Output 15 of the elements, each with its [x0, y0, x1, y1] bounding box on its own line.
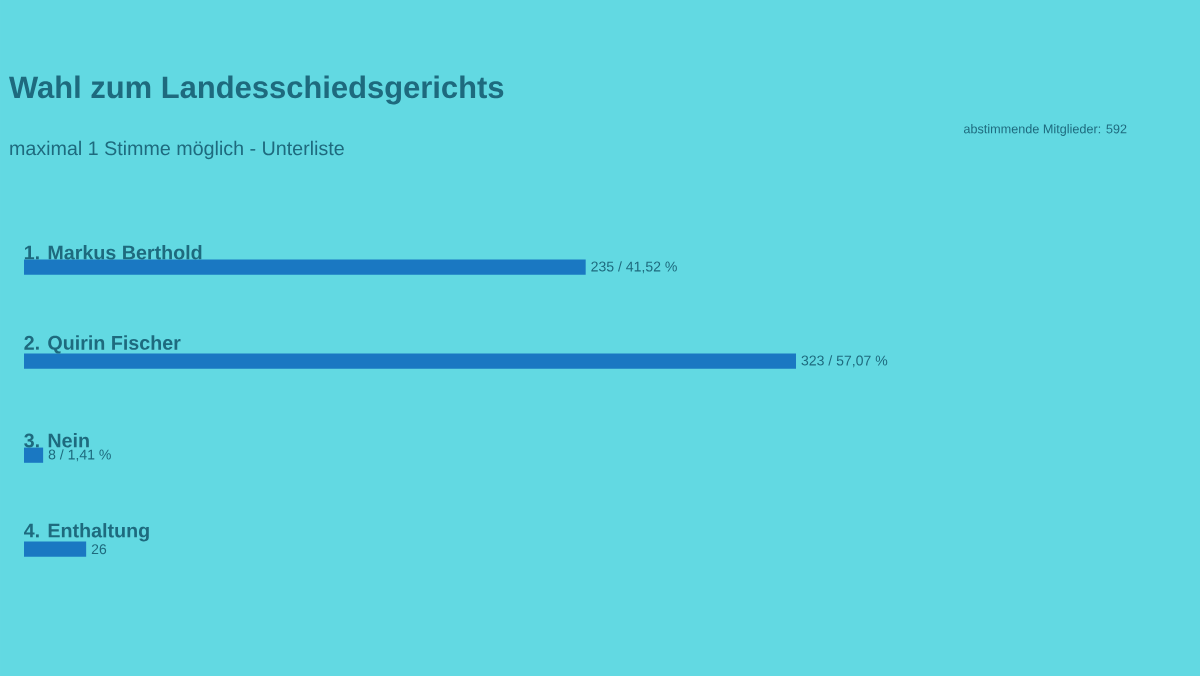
y-tick-label: 1. Markus Berthold	[24, 245, 202, 260]
bar	[24, 447, 44, 463]
data-label: 235 / 41,52 %	[591, 261, 677, 274]
text: abstimmende Mitglieder: 592	[963, 124, 1127, 136]
chart-subtitle: maximal 1 Stimme möglich - Unterliste	[10, 140, 344, 160]
bar	[24, 541, 87, 557]
bar	[24, 353, 797, 369]
data-label: 26	[91, 544, 107, 555]
bar	[24, 259, 586, 275]
data-label: 8 / 1,41 %	[48, 449, 111, 462]
y-tick-label: 3. Nein	[24, 433, 89, 448]
data-label: 323 / 57,07 %	[801, 355, 888, 368]
y-tick-label: 4. Enthaltung	[24, 523, 149, 542]
y-tick-label: 2. Quirin Fischer	[24, 335, 181, 354]
chart-title: Wahl zum Landesschiedsgerichts	[9, 75, 504, 105]
